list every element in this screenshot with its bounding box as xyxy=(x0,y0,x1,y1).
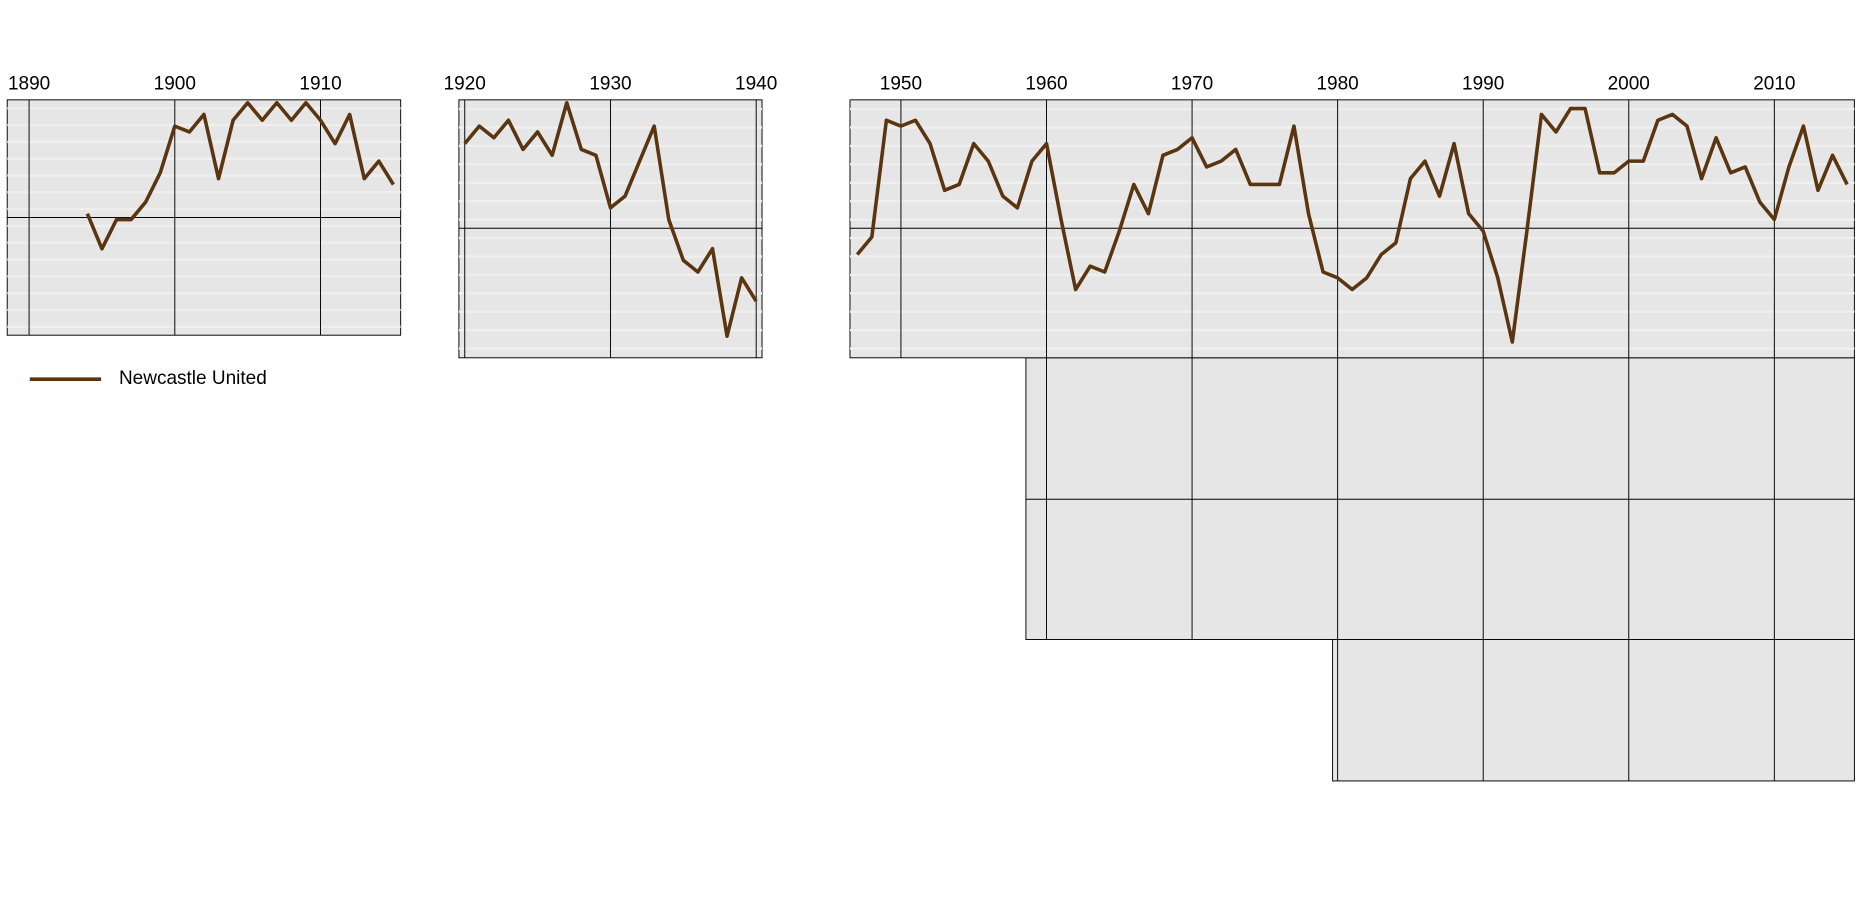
x-tick-label: 1920 xyxy=(444,73,486,94)
lower-division-area xyxy=(1025,357,1855,640)
x-tick-label: 1950 xyxy=(880,73,922,94)
x-tick-label: 1980 xyxy=(1316,73,1358,94)
x-tick-label: 1990 xyxy=(1462,73,1504,94)
x-tick-label: 1900 xyxy=(154,73,196,94)
lower-division-area xyxy=(1332,639,1855,782)
x-tick-label: 1960 xyxy=(1025,73,1067,94)
series-line xyxy=(463,100,758,338)
x-tick-label: 1940 xyxy=(735,73,777,94)
lower-divisions-background xyxy=(1025,357,1855,782)
plot-area xyxy=(849,99,1855,359)
x-tick-label: 1970 xyxy=(1171,73,1213,94)
legend-label: Newcastle United xyxy=(119,368,267,389)
x-tick-label: 1890 xyxy=(8,73,50,94)
series-line xyxy=(85,100,395,251)
x-tick-label: 1910 xyxy=(299,73,341,94)
x-tick-label: 2010 xyxy=(1753,73,1795,94)
series-line xyxy=(855,106,1849,344)
x-tick-label: 1930 xyxy=(589,73,631,94)
x-tick-label: 2000 xyxy=(1608,73,1650,94)
